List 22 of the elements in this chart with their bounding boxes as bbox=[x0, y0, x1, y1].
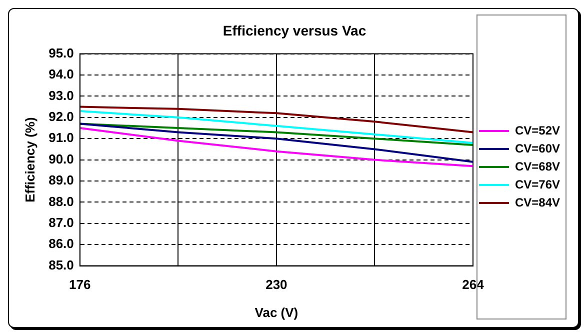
y-tick-label: 87.0 bbox=[48, 214, 74, 230]
x-axis-title: Vac (V) bbox=[254, 304, 298, 320]
legend-label: CV=68V bbox=[514, 159, 560, 174]
x-tick-label: 264 bbox=[462, 277, 485, 292]
y-tick-label: 93.0 bbox=[48, 88, 74, 103]
legend-label: CV=76V bbox=[514, 177, 560, 192]
legend-label: CV=60V bbox=[514, 141, 560, 156]
x-tick-label: 176 bbox=[69, 277, 91, 292]
y-tick-label: 86.0 bbox=[48, 236, 74, 252]
y-tick-label: 90.0 bbox=[48, 151, 74, 166]
x-tick-label: 230 bbox=[266, 277, 288, 292]
y-axis-title: Efficiency (%) bbox=[22, 117, 38, 202]
y-tick-label: 89.0 bbox=[48, 172, 74, 188]
y-tick-label: 91.0 bbox=[48, 130, 74, 146]
y-tick-label: 92.0 bbox=[48, 108, 74, 124]
y-tick-label: 94.0 bbox=[48, 66, 74, 82]
legend-label: CV=52V bbox=[514, 123, 560, 138]
y-tick-label: 95.0 bbox=[48, 45, 74, 60]
chart-title: Efficiency versus Vac bbox=[222, 22, 366, 38]
legend-label: CV=84V bbox=[514, 195, 560, 210]
y-tick-label: 88.0 bbox=[48, 194, 74, 209]
y-tick-label: 85.0 bbox=[48, 257, 74, 272]
